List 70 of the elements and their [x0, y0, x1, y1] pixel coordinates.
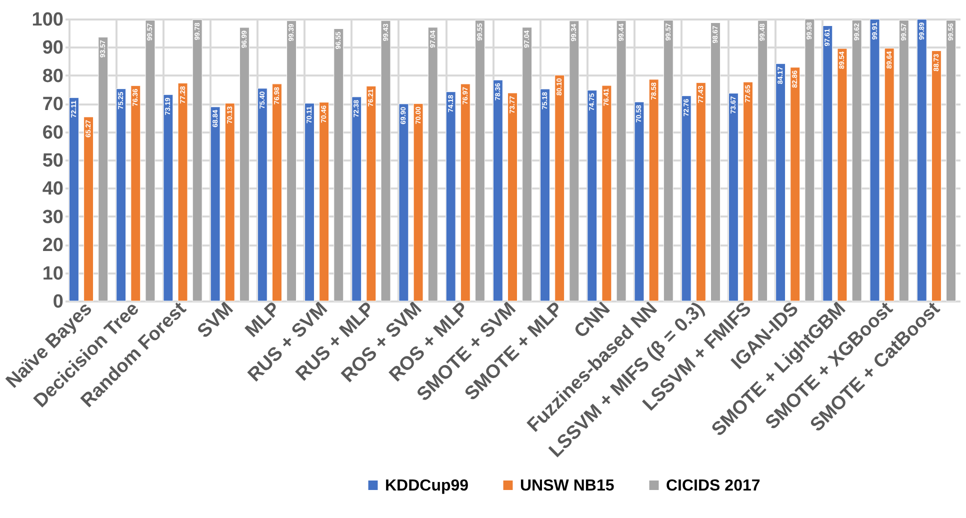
bar: [145, 20, 156, 302]
bar: [334, 28, 344, 302]
bar: [946, 20, 956, 302]
y-tick-label: 40: [42, 178, 64, 200]
bar: [352, 96, 362, 302]
bar: [884, 48, 894, 302]
bar: [569, 20, 580, 302]
bar: [587, 90, 598, 302]
legend-label: CICIDS 2017: [666, 477, 760, 494]
bar: [554, 74, 565, 302]
bar: [272, 84, 282, 302]
y-tick-label: 20: [42, 235, 64, 256]
bar: [916, 19, 927, 302]
bar: [522, 27, 532, 302]
y-tick-label: 30: [42, 206, 64, 228]
bar: [380, 20, 391, 302]
bar: [616, 20, 626, 302]
bar: [304, 103, 314, 302]
bar: [931, 50, 942, 302]
bar: [460, 84, 470, 302]
bar: [540, 88, 550, 302]
y-tick-label: 70: [42, 94, 64, 116]
y-tick-label: 50: [42, 150, 64, 172]
bar: [870, 19, 880, 302]
bar: [852, 20, 862, 302]
y-tick-label: 60: [42, 122, 64, 144]
bar: [696, 82, 706, 302]
bar: [776, 63, 786, 302]
y-tick-label: 90: [42, 38, 64, 59]
bar: [163, 94, 174, 302]
y-tick-label: 80: [42, 66, 64, 87]
bar: [257, 88, 268, 302]
bar: [474, 20, 485, 302]
bar: [837, 48, 848, 302]
bar: [84, 116, 94, 302]
bar: [758, 20, 768, 302]
bar: [728, 93, 738, 302]
y-tick-label: 10: [42, 263, 64, 284]
bar: [366, 86, 376, 302]
bar: [492, 80, 503, 302]
bar: [446, 92, 456, 302]
bar: [398, 104, 409, 302]
bar: [681, 96, 692, 302]
y-tick-label: 100: [32, 10, 64, 30]
bar: [602, 85, 612, 302]
bar: [239, 27, 250, 302]
bar: [428, 27, 438, 302]
bar: [648, 79, 659, 302]
bar: [116, 88, 126, 302]
bar: [790, 67, 800, 302]
bar: [898, 20, 909, 302]
bar: [178, 82, 188, 302]
bar: [804, 18, 815, 302]
bar: [192, 19, 202, 302]
bar: [634, 102, 644, 302]
bar: [286, 20, 297, 302]
bar: [822, 25, 833, 302]
bar: [413, 103, 424, 302]
bar: [710, 22, 720, 302]
bar: [508, 92, 518, 302]
legend-label: UNSW NB15: [520, 477, 614, 494]
legend-label: KDDCup99: [385, 477, 469, 494]
bar: [210, 106, 220, 302]
bar: [743, 82, 754, 302]
bar: [663, 20, 674, 302]
bar: [98, 36, 108, 302]
bar: [319, 102, 330, 302]
bar: [224, 102, 235, 302]
bar: [68, 97, 79, 302]
bar: [130, 85, 141, 302]
